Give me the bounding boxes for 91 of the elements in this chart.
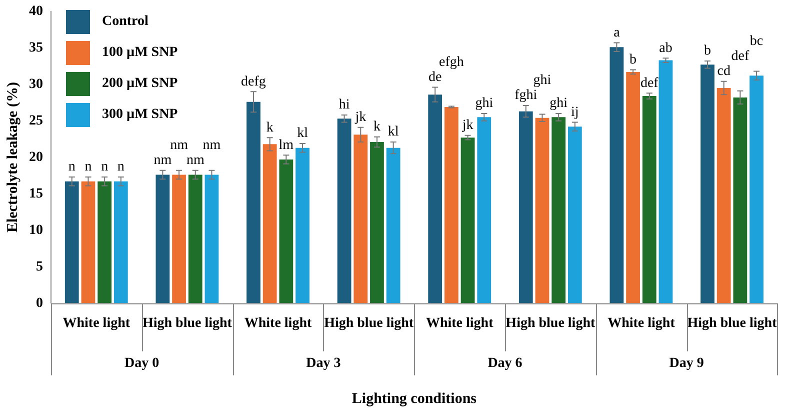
- data-label: kl: [388, 124, 399, 140]
- bar: [444, 106, 458, 304]
- data-label: b: [704, 44, 711, 59]
- data-label: n: [117, 160, 124, 175]
- bar: [750, 76, 764, 304]
- y-tick-label: 25: [29, 113, 43, 128]
- data-label: jk: [354, 110, 366, 126]
- y-axis-title: Electrolyte leakage (%): [4, 82, 21, 233]
- data-label: k: [373, 120, 380, 135]
- data-label: b: [630, 52, 637, 68]
- data-label: ghi: [550, 96, 568, 112]
- legend-label: Control: [102, 14, 148, 30]
- text: Day 9: [669, 356, 704, 371]
- bar: [626, 72, 640, 304]
- legend-label: 200 µM SNP: [102, 76, 178, 92]
- y-tick-label: 0: [36, 296, 43, 311]
- data-label: hi: [338, 98, 350, 113]
- bar: [204, 174, 219, 304]
- data-label: efgh: [438, 54, 464, 70]
- data-label: nm: [186, 153, 204, 168]
- bar: [156, 174, 170, 304]
- bar: [477, 117, 492, 304]
- bar: [370, 142, 384, 304]
- y-tick-label: 15: [29, 186, 43, 202]
- data-label: ij: [571, 104, 579, 120]
- bar: [428, 94, 442, 304]
- y-tick-label: 20: [29, 150, 43, 165]
- data-label: ghi: [475, 96, 494, 112]
- x-tick-label: High blue light: [506, 316, 596, 332]
- data-label: ghi: [533, 73, 552, 88]
- x-tick-label: White light: [244, 316, 312, 332]
- legend-label: 100 µM SNP: [102, 44, 178, 60]
- bar: [337, 118, 352, 304]
- bar: [114, 181, 128, 304]
- data-label: n: [84, 160, 92, 175]
- data-label: defg: [241, 74, 266, 90]
- x-tick-label: High blue light: [687, 316, 778, 332]
- y-tick-label: 10: [29, 222, 43, 238]
- bar: [642, 96, 656, 304]
- legend-label: 300 µM SNP: [102, 106, 178, 122]
- bar: [279, 159, 294, 304]
- data-label: def: [731, 49, 750, 64]
- x-axis-title: Lighting conditions: [352, 390, 477, 407]
- bar: [386, 148, 400, 304]
- bar: [460, 138, 475, 304]
- bar: [81, 181, 96, 304]
- bar: [568, 126, 582, 304]
- bar: [188, 174, 202, 304]
- data-label: kl: [297, 126, 308, 142]
- data-label: nm: [170, 138, 188, 154]
- bar: [535, 118, 550, 304]
- y-tick-label: 5: [36, 259, 43, 274]
- bar: [716, 88, 731, 304]
- data-label: n: [101, 160, 108, 175]
- x-tick-label: High blue light: [324, 316, 414, 332]
- y-tick-label: 35: [29, 40, 43, 56]
- bar: [246, 102, 260, 304]
- x-tick-label: White light: [62, 316, 130, 332]
- data-label: nm: [202, 138, 221, 154]
- x-tick-label: White light: [426, 316, 494, 332]
- y-tick-label: 30: [29, 76, 43, 92]
- data-label: bc: [750, 34, 764, 50]
- text: Day 3: [306, 356, 341, 371]
- bar: [296, 148, 310, 304]
- x-tick-label: White light: [608, 316, 676, 332]
- x-tick-label: High blue light: [142, 316, 232, 332]
- bar: [552, 117, 566, 304]
- y-tick-label: 40: [29, 4, 43, 20]
- bar: [658, 60, 673, 304]
- data-label: a: [614, 25, 621, 40]
- data-label: de: [428, 70, 442, 85]
- text: Day 6: [488, 356, 522, 371]
- data-label: fghi: [514, 88, 538, 104]
- bar: [262, 144, 277, 304]
- data-label: cd: [717, 64, 730, 80]
- bar: [733, 97, 748, 304]
- bar: [700, 64, 714, 304]
- data-label: jk: [461, 118, 474, 134]
- text: Day 0: [124, 356, 160, 371]
- bar: [98, 181, 112, 304]
- bar: [610, 47, 624, 304]
- data-label: lm: [278, 138, 294, 153]
- data-label: k: [266, 120, 274, 136]
- data-label: nm: [154, 153, 172, 168]
- data-label: n: [68, 160, 76, 175]
- bar: [354, 134, 368, 304]
- data-label: ab: [659, 40, 672, 56]
- bar: [518, 111, 533, 304]
- data-label: def: [640, 76, 659, 91]
- bar: [64, 181, 79, 304]
- bar: [172, 174, 186, 304]
